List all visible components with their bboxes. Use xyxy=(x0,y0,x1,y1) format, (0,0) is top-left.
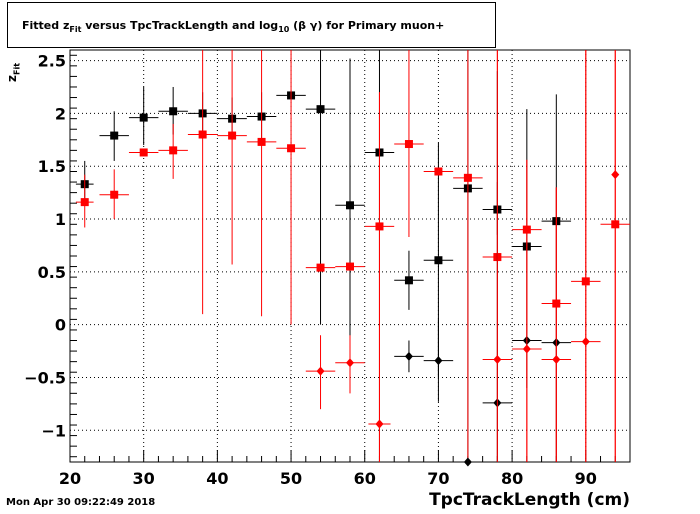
data-point-square xyxy=(139,113,148,122)
y-tick-label: 0 xyxy=(55,316,66,335)
data-point-square xyxy=(169,107,178,116)
data-point-diamond xyxy=(316,366,325,376)
data-point-diamond xyxy=(522,344,531,354)
title-suffix: (β γ) for Primary muon+ xyxy=(289,19,445,32)
data-point-square xyxy=(169,146,178,155)
title-sub-10: 10 xyxy=(278,25,290,35)
x-tick-label: 80 xyxy=(501,469,523,488)
axes: 20 30 40 50 60 70 80 90 −1 −0.5 0 0.5 1 1.5 2 2.5 xyxy=(24,52,631,488)
x-tick-label: 30 xyxy=(133,469,155,488)
data-point-square xyxy=(139,148,148,157)
x-tick-label: 20 xyxy=(59,469,81,488)
title-middle: versus TpcTrackLength and log xyxy=(81,19,279,32)
data-marks xyxy=(75,50,630,467)
series-3 xyxy=(305,50,620,462)
data-point-square xyxy=(80,198,89,207)
y-tick-label: 1.5 xyxy=(38,157,66,176)
data-point-diamond xyxy=(463,457,472,467)
chart-title: Fitted zFit versus TpcTrackLength and lo… xyxy=(7,2,496,48)
data-point-diamond xyxy=(611,170,620,180)
y-axis-label-main: z xyxy=(5,75,19,82)
y-axis-label: zFit xyxy=(5,63,21,82)
y-axis-label-sub: Fit xyxy=(12,62,22,76)
data-point-diamond xyxy=(493,355,502,365)
x-tick-label: 70 xyxy=(427,469,449,488)
data-point-diamond xyxy=(434,356,443,366)
y-tick-label: 2.5 xyxy=(38,52,66,71)
x-tick-label: 40 xyxy=(206,469,228,488)
data-point-square xyxy=(287,144,296,153)
data-point-diamond xyxy=(552,355,561,365)
y-tick-label: 2 xyxy=(55,104,66,123)
y-tick-label: −0.5 xyxy=(24,368,66,387)
data-point-square xyxy=(110,190,119,199)
y-tick-label: 0.5 xyxy=(38,263,66,282)
datestamp: Mon Apr 30 09:22:49 2018 xyxy=(6,497,156,508)
data-point-square xyxy=(434,167,443,176)
data-point-diamond xyxy=(404,351,413,361)
x-tick-label: 50 xyxy=(280,469,302,488)
x-tick-label: 60 xyxy=(354,469,376,488)
data-point-square xyxy=(110,131,119,140)
x-tick-label: 90 xyxy=(575,469,597,488)
x-axis-label: TpcTrackLength (cm) xyxy=(429,490,630,510)
data-point-square xyxy=(257,137,266,146)
data-point-square xyxy=(316,105,325,114)
y-tick-label: −1 xyxy=(41,421,66,440)
data-point-square xyxy=(346,262,354,271)
data-point-square xyxy=(228,131,237,140)
data-point-square xyxy=(346,201,354,210)
data-point-square xyxy=(404,276,413,285)
data-point-square xyxy=(434,256,443,265)
data-point-square xyxy=(316,263,325,272)
data-point-diamond xyxy=(346,358,354,368)
data-point-diamond xyxy=(581,337,590,347)
data-point-square xyxy=(198,130,207,139)
title-prefix: Fitted z xyxy=(22,19,70,32)
title-sub-fit: Fit xyxy=(69,25,82,35)
data-point-diamond xyxy=(375,419,384,429)
data-point-square xyxy=(404,140,413,149)
data-point-square xyxy=(463,173,472,182)
y-tick-label: 1 xyxy=(55,210,66,229)
